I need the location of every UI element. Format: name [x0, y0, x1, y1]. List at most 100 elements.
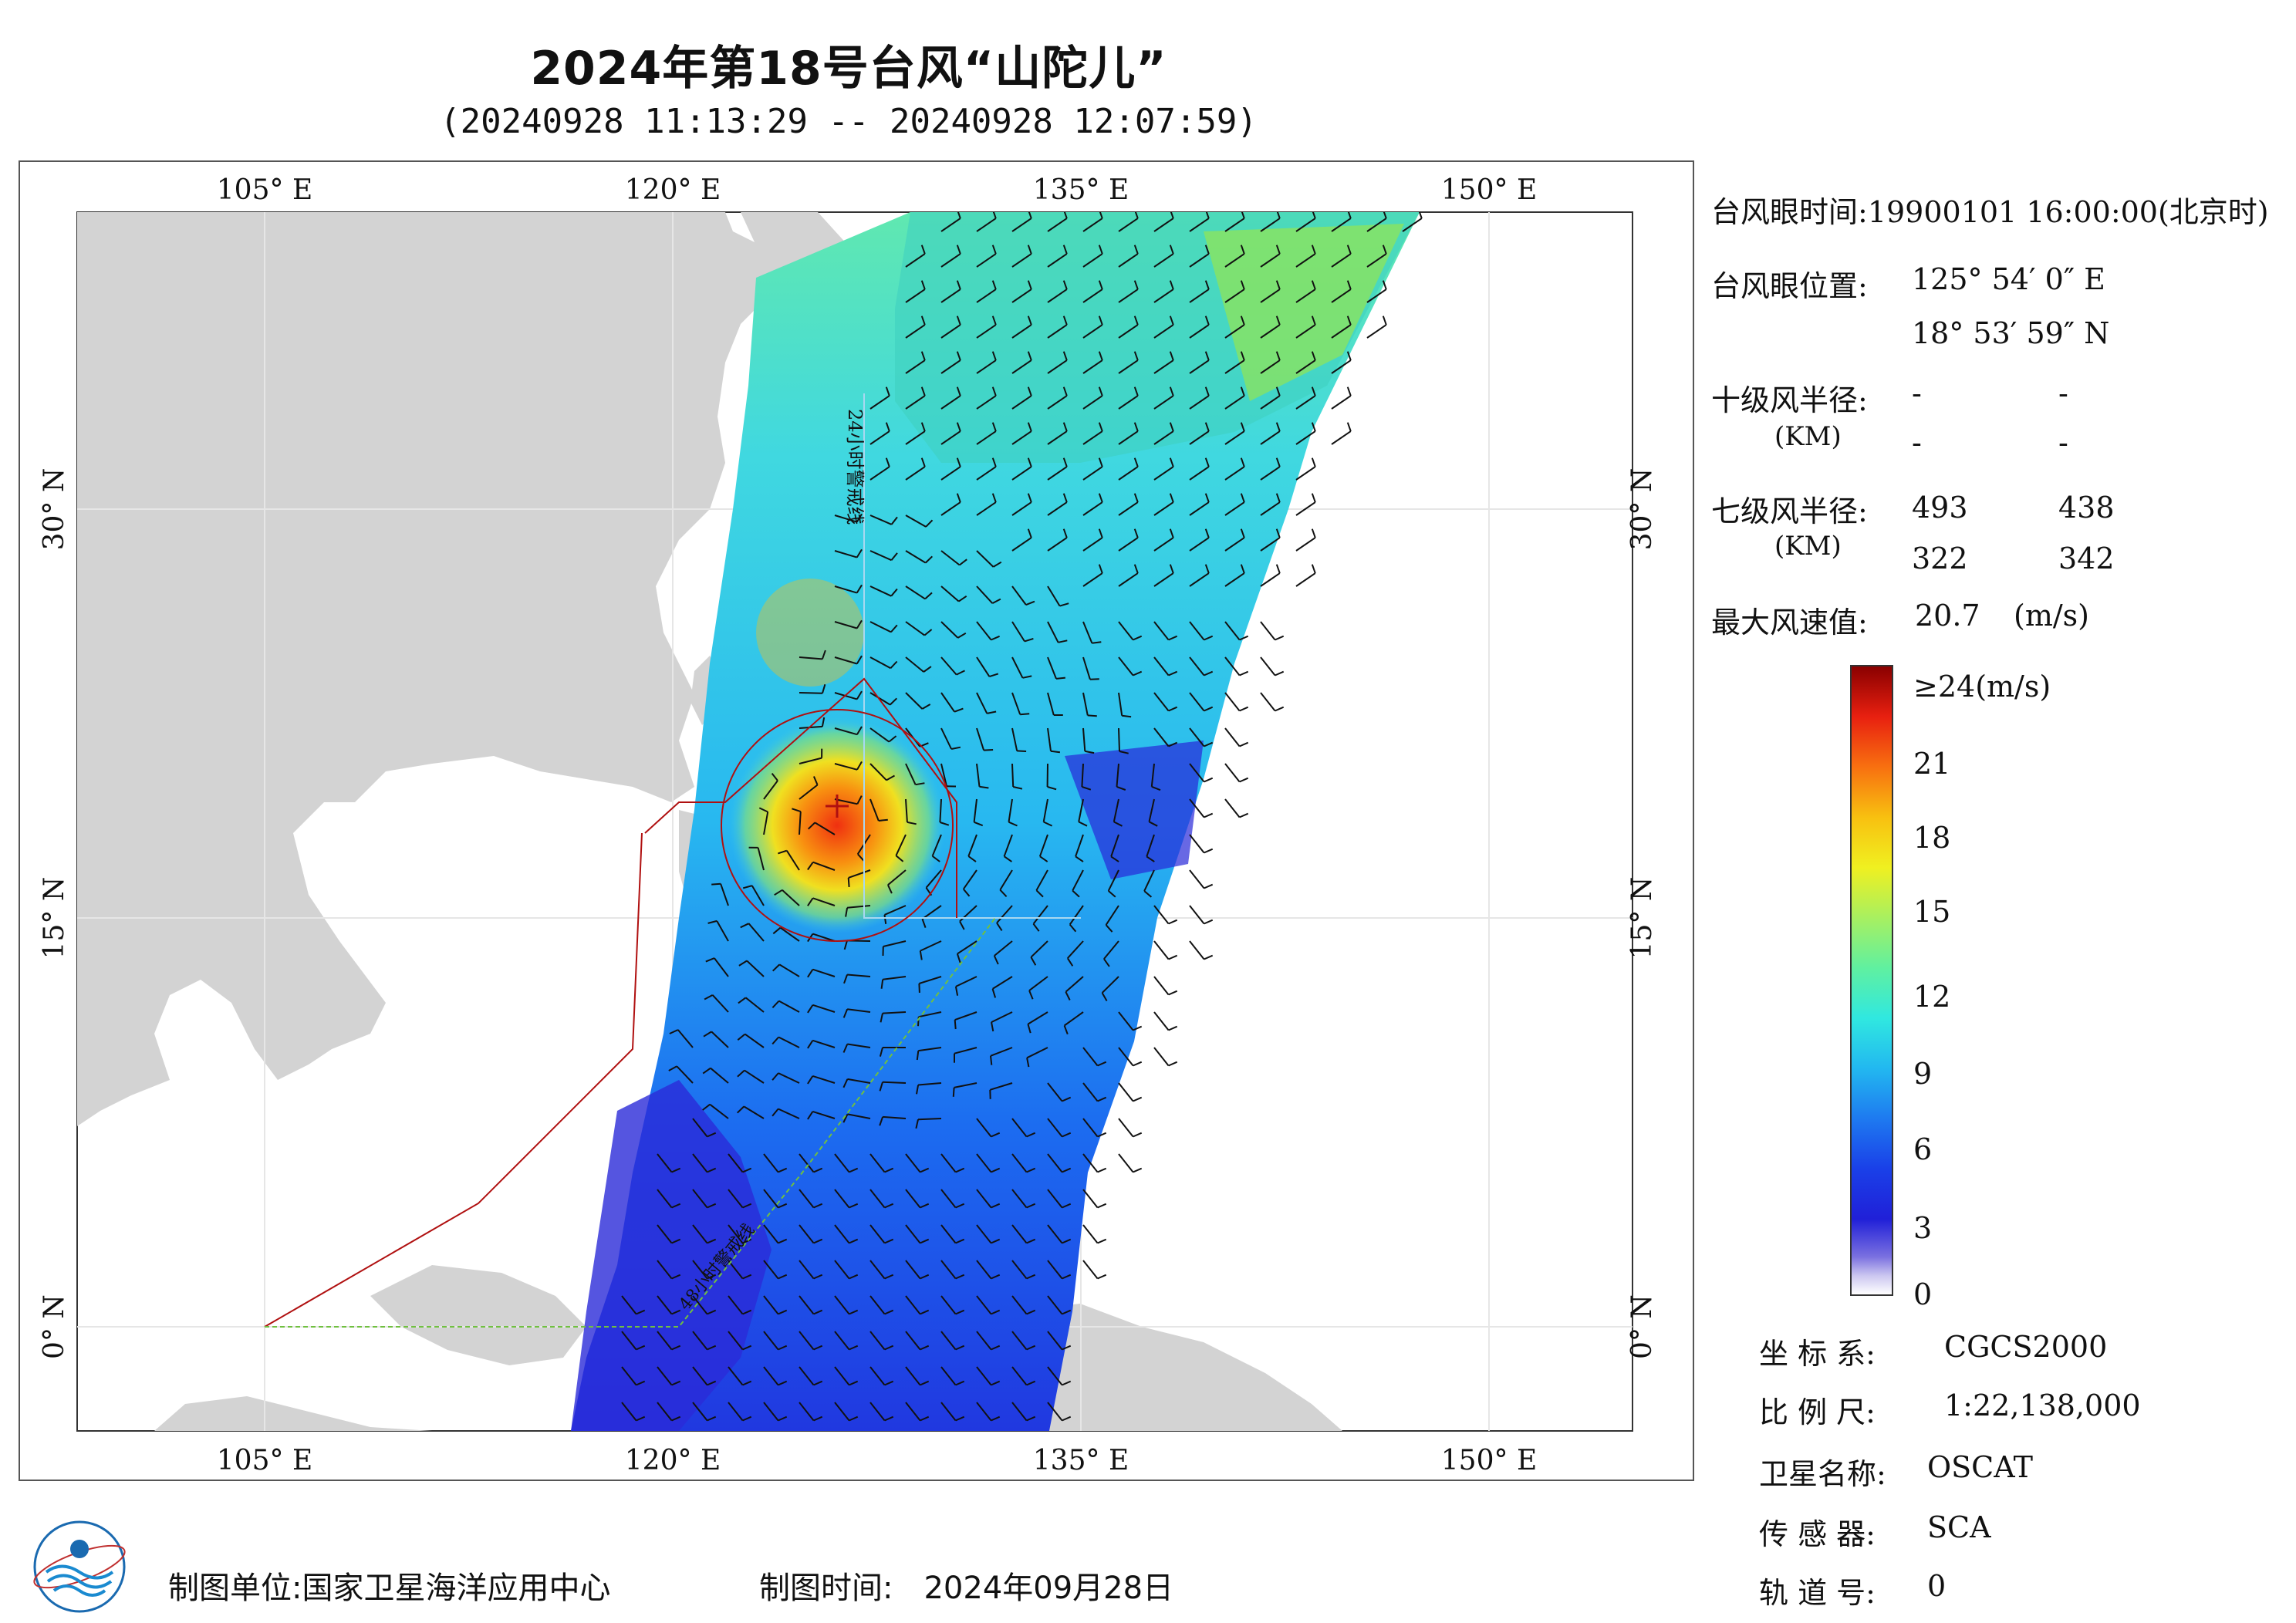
- wind-barb-flag: [1027, 493, 1032, 503]
- wind-barb-flag: [742, 885, 753, 889]
- wind-barb: [812, 1004, 836, 1013]
- wind-barb-flag: [843, 940, 848, 950]
- wind-barb-flag: [1098, 528, 1103, 538]
- wind-barb-flag: [1275, 386, 1281, 396]
- wind-barb: [743, 1105, 765, 1119]
- wind-barb-flag: [1275, 706, 1285, 712]
- wind-barb: [1003, 834, 1013, 857]
- wind-barb: [905, 1260, 921, 1280]
- wind-barb-flag: [704, 994, 714, 1000]
- wind-barb-flag: [974, 821, 984, 827]
- wind-barb-flag: [1204, 954, 1214, 960]
- wind-barb-flag: [1062, 1132, 1072, 1138]
- wind-barb: [814, 822, 836, 835]
- wind-barb: [1047, 656, 1057, 680]
- wind-barb: [751, 885, 765, 906]
- wind-barb: [882, 1081, 907, 1084]
- wind-barb: [728, 1331, 744, 1351]
- wind-barb-flag: [1275, 457, 1281, 467]
- wind-barb-flag: [707, 1380, 717, 1386]
- wind-barb-flag: [778, 1238, 788, 1244]
- wind-barb-flag: [890, 660, 898, 669]
- wind-barb: [1189, 430, 1210, 445]
- wind-barb: [1143, 869, 1155, 892]
- wind-barb: [716, 920, 729, 942]
- wind-barb: [940, 621, 959, 639]
- wind-barb-flag: [1024, 637, 1034, 643]
- wind-barb-flag: [742, 1415, 752, 1422]
- wind-barb: [1118, 1011, 1134, 1031]
- wind-barb: [1153, 537, 1174, 552]
- wind-barb-flag: [885, 457, 890, 467]
- wind-barb: [782, 889, 800, 906]
- wind-barb-flag: [711, 882, 721, 886]
- wind-barb: [1366, 218, 1387, 232]
- wind-barb-flag: [742, 1238, 752, 1244]
- wind-barb: [728, 1295, 744, 1315]
- wind-barb-flag: [1168, 670, 1178, 677]
- wind-barb: [763, 780, 778, 800]
- wind-barb: [954, 1082, 977, 1088]
- wind-barb-flag: [886, 884, 893, 894]
- wind-barb: [1153, 727, 1170, 747]
- wind-barb-flag: [1062, 245, 1068, 255]
- wind-barb-flag: [1311, 422, 1316, 432]
- wind-barb: [976, 1189, 992, 1209]
- wind-barb-flag: [987, 710, 997, 714]
- legend-label-15: 15: [1913, 895, 1951, 929]
- wind-barb-flag: [1382, 315, 1387, 326]
- wind-barb: [1189, 621, 1205, 641]
- wind-barb: [1011, 1402, 1028, 1422]
- wind-barb-flag: [1168, 1061, 1178, 1067]
- wind-barb-flag: [1062, 1203, 1072, 1209]
- wind-barb: [1047, 1189, 1063, 1209]
- wind-barb: [1295, 359, 1316, 374]
- wind-barb-flag: [993, 955, 999, 965]
- wind-barb-flag: [772, 1000, 780, 1008]
- wind-barb-flag: [807, 1004, 814, 1014]
- wind-barb: [757, 847, 765, 871]
- wind-barb: [940, 727, 952, 750]
- lat-label-right-30: 30° N: [1626, 468, 1658, 551]
- wind-barb: [799, 725, 822, 729]
- wind-barb: [905, 656, 924, 673]
- wind-barb-flag: [920, 1415, 930, 1422]
- wind-barb-flag: [959, 558, 967, 566]
- wind-barb: [657, 1189, 673, 1209]
- wind-barb-flag: [849, 1415, 859, 1422]
- wind-barb: [1118, 253, 1139, 268]
- wind-barb-flag: [1133, 280, 1139, 290]
- wind-barb-flag: [1204, 919, 1214, 925]
- wind-barb: [1118, 1082, 1134, 1102]
- wind-barb: [728, 1366, 744, 1386]
- lon-labels-top: 105° E 120° E 135° E 150° E: [217, 174, 1537, 206]
- wind-barb-flag: [920, 315, 926, 326]
- wind-barb: [763, 1224, 779, 1244]
- wind-barb-flag: [1098, 245, 1103, 255]
- wind-barb-flag: [1133, 635, 1143, 641]
- wind-barb: [869, 1295, 886, 1315]
- wind-barb: [1153, 656, 1170, 677]
- wind-barb: [1047, 1366, 1063, 1386]
- wind-barb: [692, 1153, 708, 1173]
- wind-barb: [973, 798, 977, 822]
- wind-barb-flag: [888, 735, 897, 743]
- wind-barb-flag: [991, 315, 997, 326]
- wind-barb-flag: [1043, 821, 1053, 827]
- wind-barb: [1011, 1295, 1028, 1315]
- wind-barb-flag: [1075, 855, 1084, 862]
- wind-barb: [940, 218, 961, 232]
- wind-barb: [1150, 763, 1155, 787]
- wind-barb-flag: [950, 746, 961, 750]
- wind-barb-flag: [931, 855, 940, 862]
- wind-barb: [1082, 395, 1103, 410]
- wind-barb-flag: [1239, 670, 1249, 677]
- wind-barb-flag: [1082, 786, 1092, 791]
- wind-barb-flag: [707, 1415, 717, 1422]
- wind-barb: [1047, 288, 1068, 303]
- wind-barb-flag: [1275, 245, 1281, 255]
- wind-barb-flag: [1012, 786, 1023, 790]
- wind-barb: [1153, 501, 1174, 516]
- wind-barb: [905, 585, 926, 600]
